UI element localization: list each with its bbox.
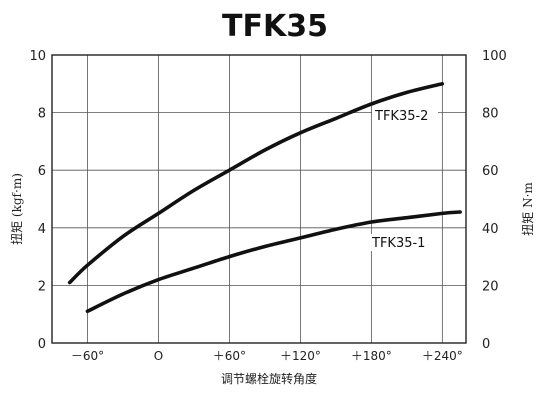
y-left-tick-label: 4 [38,222,46,237]
x-tick-label: ＋60° [213,349,246,363]
y-right-tick-label: 60 [482,164,499,179]
x-tick-label: ＋120° [280,349,321,363]
y-right-tick-label: 0 [482,337,490,352]
series-line-tfk35-1 [85,210,462,314]
plot-frame [51,54,467,344]
x-tick-label: －60° [71,349,104,363]
tick-labels: －60° O ＋60° ＋120° ＋180° ＋240° 0 0 2 20 4 40 6 60 8 80 10… [29,49,506,363]
y-left-tick-label: 6 [38,164,46,179]
chart-title: TFK35 [222,9,328,44]
x-tick-label: ＋180° [351,349,392,363]
y-right-tick-label: 100 [482,49,507,64]
series-label-bg [369,234,435,251]
x-axis-label: 调节螺栓旋转角度 [221,371,317,386]
y-left-tick-label: 10 [29,49,46,64]
y-axis-left-label: 扭矩 (kgf·m) [10,173,24,245]
y-right-tick-label: 80 [482,107,499,122]
series-layer: TFK35-2 TFK35-1 [67,82,462,314]
series-line-tfk35-2 [67,82,445,285]
y-left-tick-label: 0 [38,337,46,352]
x-tick-label: O [154,349,163,363]
x-tick-label: ＋240° [422,349,463,363]
series-label-bg [372,107,438,124]
y-left-tick-label: 8 [38,107,46,122]
y-right-tick-label: 40 [482,222,499,237]
y-axis-right-label: 扭矩 N·m [521,182,535,236]
series-label: TFK35-1 [371,236,425,251]
y-left-tick-label: 2 [38,279,46,294]
y-right-tick-label: 20 [482,279,499,294]
series-label: TFK35-2 [374,109,428,124]
